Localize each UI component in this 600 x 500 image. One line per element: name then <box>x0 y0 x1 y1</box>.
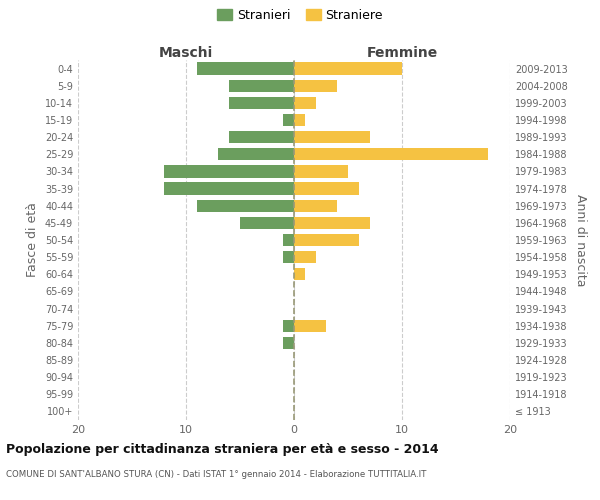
Bar <box>294 320 326 332</box>
Bar <box>294 234 359 246</box>
Bar <box>294 131 370 143</box>
Bar <box>229 80 294 92</box>
Bar <box>197 62 294 74</box>
Bar <box>229 131 294 143</box>
Legend: Stranieri, Straniere: Stranieri, Straniere <box>217 8 383 22</box>
Y-axis label: Anni di nascita: Anni di nascita <box>574 194 587 286</box>
Bar <box>294 166 348 177</box>
Bar <box>294 216 370 229</box>
Bar <box>164 182 294 194</box>
Bar <box>294 114 305 126</box>
Bar <box>240 216 294 229</box>
Bar <box>294 80 337 92</box>
Text: Maschi: Maschi <box>159 46 213 60</box>
Bar <box>283 234 294 246</box>
Bar <box>294 148 488 160</box>
Bar <box>294 268 305 280</box>
Text: Popolazione per cittadinanza straniera per età e sesso - 2014: Popolazione per cittadinanza straniera p… <box>6 442 439 456</box>
Text: Femmine: Femmine <box>367 46 437 60</box>
Bar <box>218 148 294 160</box>
Text: COMUNE DI SANT'ALBANO STURA (CN) - Dati ISTAT 1° gennaio 2014 - Elaborazione TUT: COMUNE DI SANT'ALBANO STURA (CN) - Dati … <box>6 470 427 479</box>
Bar <box>294 200 337 212</box>
Y-axis label: Fasce di età: Fasce di età <box>26 202 39 278</box>
Bar <box>294 251 316 264</box>
Bar <box>283 251 294 264</box>
Bar <box>164 166 294 177</box>
Bar <box>294 182 359 194</box>
Bar <box>283 114 294 126</box>
Bar <box>294 96 316 109</box>
Bar <box>229 96 294 109</box>
Bar <box>197 200 294 212</box>
Bar <box>294 62 402 74</box>
Bar <box>283 336 294 349</box>
Bar <box>283 320 294 332</box>
